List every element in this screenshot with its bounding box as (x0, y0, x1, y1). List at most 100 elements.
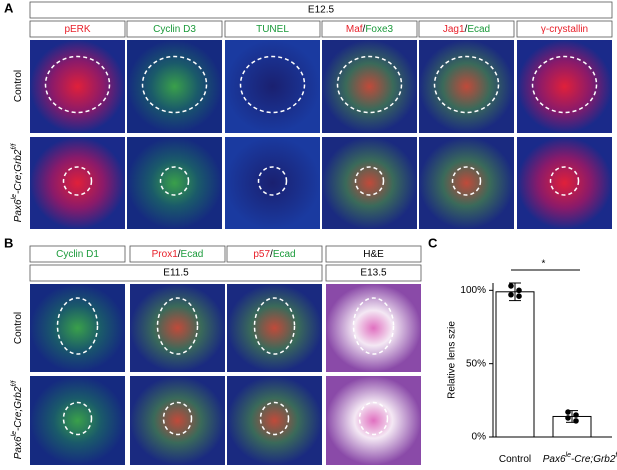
lens-outline (62, 401, 93, 436)
label-part: f/f (11, 380, 18, 387)
label-part: Pax6 (13, 436, 24, 459)
y-tick-label: 0% (472, 432, 487, 443)
lens-outline (159, 166, 190, 196)
column-box (126, 20, 223, 38)
label-part: -Cre;Grb2 (13, 386, 24, 431)
label-part: Prox1 (152, 249, 179, 260)
label-part: -Cre;Grb2 (13, 149, 24, 194)
micrograph (326, 284, 421, 372)
micrograph (517, 137, 612, 229)
significance-mark: * (542, 259, 546, 270)
y-axis-label: Relative lens szie (447, 321, 458, 399)
micrograph (227, 284, 322, 372)
column-box (325, 245, 422, 263)
stage-label: E11.5 (163, 268, 189, 279)
label-part: / (465, 24, 468, 35)
row-label: Pax6le-Cre;Grb2f/f (11, 380, 23, 460)
column-label: TUNEL (256, 24, 289, 35)
label-part: Ecad (181, 249, 204, 260)
micrograph (227, 376, 322, 465)
lens-outline (156, 297, 199, 355)
label-part: Control (13, 312, 24, 344)
lens-outline (336, 55, 403, 114)
micrograph (30, 40, 125, 133)
lens-outline (62, 166, 93, 196)
lens-outline (162, 401, 193, 436)
label-part: le (11, 431, 18, 437)
column-box (418, 20, 515, 38)
lens-outline (433, 55, 500, 114)
data-point (565, 409, 571, 415)
column-box (321, 20, 418, 38)
column-label: Cyclin D1 (56, 249, 99, 260)
label-part: Control (499, 454, 531, 465)
micrograph (322, 137, 417, 229)
label-part: le (11, 194, 18, 200)
label-part: Ecad (467, 24, 490, 35)
micrograph (419, 40, 514, 133)
column-label: Cyclin D3 (153, 24, 196, 35)
column-label: H&E (363, 249, 384, 260)
data-point (508, 291, 514, 298)
row-label: Control (13, 312, 24, 344)
label-part: TUNEL (256, 24, 289, 35)
label-part: / (178, 249, 181, 260)
lens-outline (451, 166, 482, 196)
y-tick-label: 100% (460, 285, 486, 296)
label-part: Pax6 (543, 454, 566, 465)
micrograph (30, 376, 125, 465)
label-part: Jag1 (443, 24, 465, 35)
micrograph (30, 284, 125, 372)
micrograph (30, 137, 125, 229)
lens-outline (358, 401, 389, 436)
data-point (573, 412, 579, 418)
stage-label: E12.5 (308, 5, 335, 16)
column-label: Prox1/Ecad (152, 249, 204, 260)
column-box (226, 245, 323, 263)
lens-outline (354, 166, 385, 196)
label-part: H&E (363, 249, 384, 260)
row-label: Pax6le-Cre;Grb2f/f (11, 143, 23, 223)
label-part: -Cre;Grb2 (571, 454, 616, 465)
column-box (129, 245, 226, 263)
label-part: Ecad (273, 249, 296, 260)
column-box (29, 245, 126, 263)
data-point (565, 415, 571, 421)
column-label: pERK (64, 24, 90, 35)
label-part: Foxe3 (365, 24, 393, 35)
label-part: Cyclin D3 (153, 24, 196, 35)
micrograph (127, 137, 222, 229)
bar (495, 291, 535, 438)
label-part: f/f (615, 452, 617, 459)
micrograph (127, 40, 222, 133)
lens-outline (531, 55, 598, 114)
stage-label: E13.5 (360, 268, 387, 279)
micrograph (326, 376, 421, 465)
x-tick-label: Control (499, 454, 531, 465)
stage-box (325, 264, 422, 282)
label-part: Control (13, 70, 24, 102)
lens-outline (253, 297, 296, 355)
x-tick-label: Pax6le-Cre;Grb2f/f (543, 452, 617, 464)
label-part: p57 (253, 249, 270, 260)
data-point (516, 287, 522, 294)
y-tick-label: 50% (466, 358, 486, 369)
panel-letter: B (4, 235, 13, 250)
label-part: / (270, 249, 273, 260)
lens-outline (549, 166, 580, 196)
label-part: / (363, 24, 366, 35)
micrograph (225, 40, 320, 133)
stage-box (29, 1, 613, 19)
label-part: γ-crystallin (541, 24, 588, 35)
label-part: Pax6 (13, 199, 24, 222)
lens-outline (352, 297, 395, 355)
column-label: Jag1/Ecad (443, 24, 490, 35)
column-label: p57/Ecad (253, 249, 295, 260)
label-part: Cyclin D1 (56, 249, 99, 260)
micrograph (225, 137, 320, 229)
panel-letter: A (4, 0, 14, 15)
micrograph (517, 40, 612, 133)
data-point (508, 283, 514, 289)
micrograph (419, 137, 514, 229)
